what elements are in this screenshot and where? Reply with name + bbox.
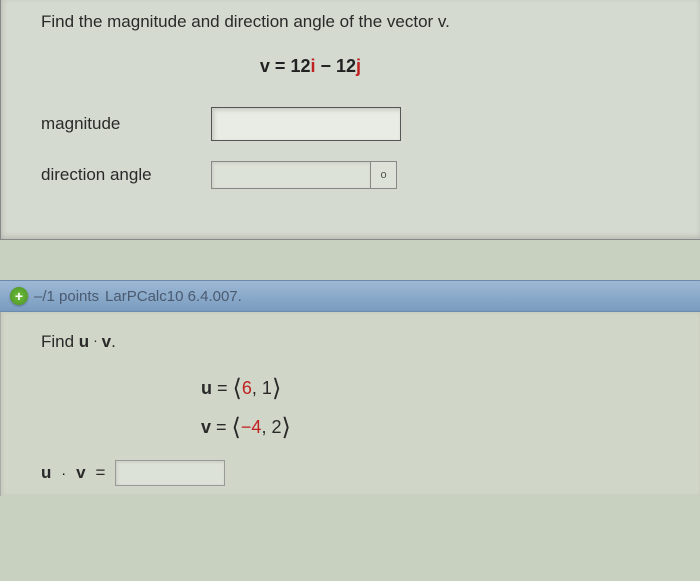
result-eq: = bbox=[96, 463, 106, 483]
v-val-1: −4 bbox=[241, 417, 262, 437]
coef-2: 12 bbox=[336, 56, 356, 76]
v-val-2: 2 bbox=[271, 417, 281, 437]
u-equation: u = ⟨6, 1⟩ bbox=[201, 374, 680, 403]
direction-input[interactable] bbox=[211, 161, 371, 189]
uv-result-input[interactable] bbox=[115, 460, 225, 486]
u-var: u bbox=[201, 378, 212, 398]
magnitude-row: magnitude bbox=[41, 107, 680, 141]
direction-label: direction angle bbox=[41, 165, 211, 185]
magnitude-label: magnitude bbox=[41, 114, 211, 134]
question-2-prompt: Find u · v. bbox=[41, 332, 680, 352]
eq-sign: = bbox=[212, 378, 233, 398]
v-var: v bbox=[201, 417, 211, 437]
magnitude-input[interactable] bbox=[211, 107, 401, 141]
points-bar: + –/1 points LarPCalc10 6.4.007. bbox=[0, 280, 700, 312]
v-equation: v = ⟨−4, 2⟩ bbox=[201, 413, 680, 442]
u-symbol: u bbox=[79, 332, 89, 351]
u-val-2: 1 bbox=[262, 378, 272, 398]
direction-row: direction angle o bbox=[41, 161, 680, 189]
u-val-1: 6 bbox=[242, 378, 252, 398]
uv-result-row: u · v = bbox=[41, 460, 680, 486]
eq-sign-2: = bbox=[211, 417, 232, 437]
result-u: u bbox=[41, 463, 51, 483]
dot-symbol: · bbox=[89, 332, 101, 348]
question-1-container: Find the magnitude and direction angle o… bbox=[0, 0, 700, 240]
find-prefix: Find bbox=[41, 332, 79, 351]
coef-1: 12 bbox=[290, 56, 310, 76]
period: . bbox=[111, 332, 116, 351]
source-text: LarPCalc10 6.4.007. bbox=[105, 288, 242, 305]
operator: − bbox=[316, 56, 337, 76]
result-dot-icon: · bbox=[61, 465, 66, 481]
vector-equation: v = 12i − 12j bbox=[41, 56, 680, 77]
points-text: –/1 points bbox=[34, 288, 99, 305]
question-1-prompt: Find the magnitude and direction angle o… bbox=[41, 8, 680, 32]
unit-j: j bbox=[356, 56, 361, 76]
eq-prefix: v = bbox=[260, 56, 291, 76]
result-v: v bbox=[76, 463, 85, 483]
degree-unit: o bbox=[371, 161, 397, 189]
question-2-container: Find u · v. u = ⟨6, 1⟩ v = ⟨−4, 2⟩ u · v… bbox=[0, 312, 700, 496]
expand-icon[interactable]: + bbox=[10, 287, 28, 305]
v-symbol: v bbox=[102, 332, 111, 351]
